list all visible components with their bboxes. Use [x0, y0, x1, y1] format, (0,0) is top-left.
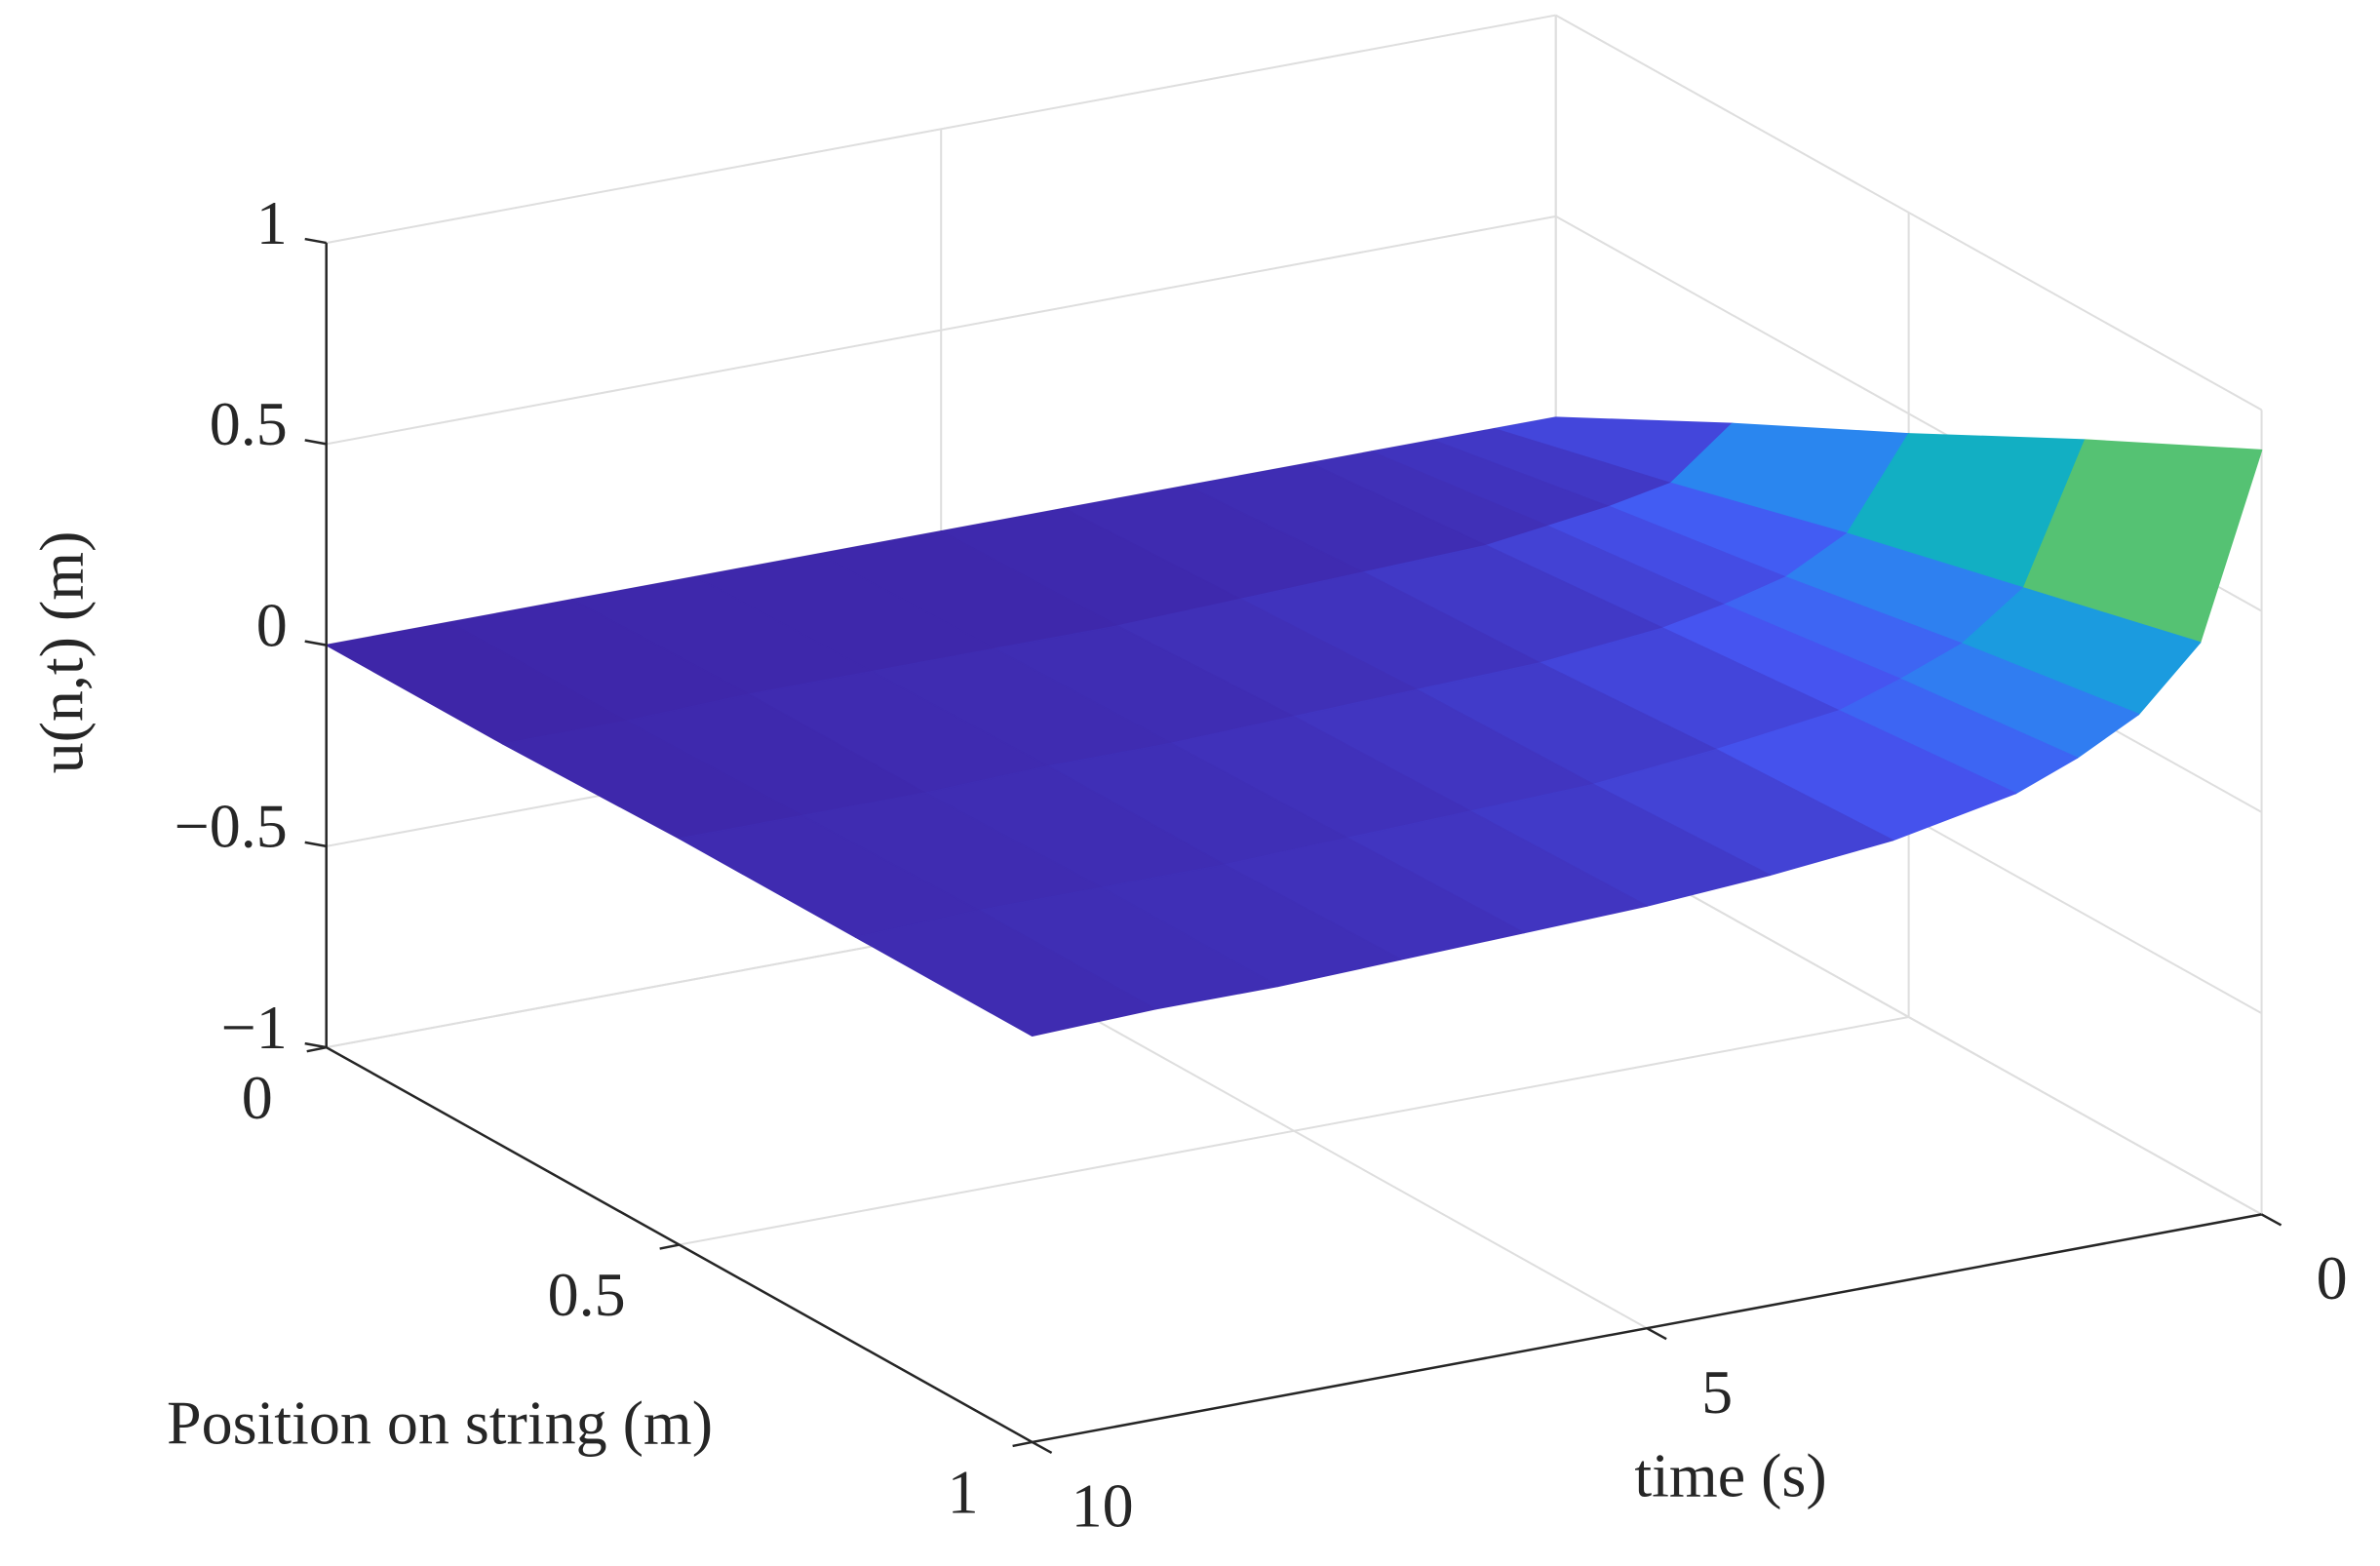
x-tick-label: 0.5	[548, 1260, 626, 1329]
x-axis-label: Position on string (m)	[167, 1389, 713, 1458]
y-tick-label: 10	[1072, 1471, 1134, 1541]
x-tick	[306, 1045, 327, 1053]
z-tick	[304, 237, 327, 245]
z-axis-label: u(n,t) (m)	[27, 531, 97, 774]
y-tick	[1031, 1440, 1053, 1455]
y-tick	[1646, 1327, 1667, 1341]
x-tick-label: 1	[948, 1458, 979, 1527]
z-tick-label: −1	[221, 993, 288, 1062]
z-tick	[304, 439, 327, 446]
z-tick	[304, 841, 327, 848]
x-tick	[1012, 1440, 1033, 1448]
x-tick	[659, 1243, 680, 1250]
y-tick-label: 5	[1701, 1357, 1733, 1427]
z-tick-label: −0.5	[175, 792, 288, 861]
z-tick	[304, 1041, 327, 1049]
z-tick-label: 1	[256, 188, 288, 257]
y-axis-label: time (s)	[1634, 1441, 1826, 1510]
x-tick-label: 0	[242, 1063, 273, 1132]
y-tick	[2260, 1213, 2282, 1227]
z-tick-label: 0	[256, 590, 288, 659]
surface-cell	[854, 909, 1156, 1037]
z-tick-label: 0.5	[210, 389, 288, 458]
x-grid-line	[679, 1016, 1909, 1246]
z-tick	[304, 640, 327, 646]
y-tick-label: 0	[2317, 1243, 2348, 1312]
surface-layer	[325, 416, 2263, 1037]
